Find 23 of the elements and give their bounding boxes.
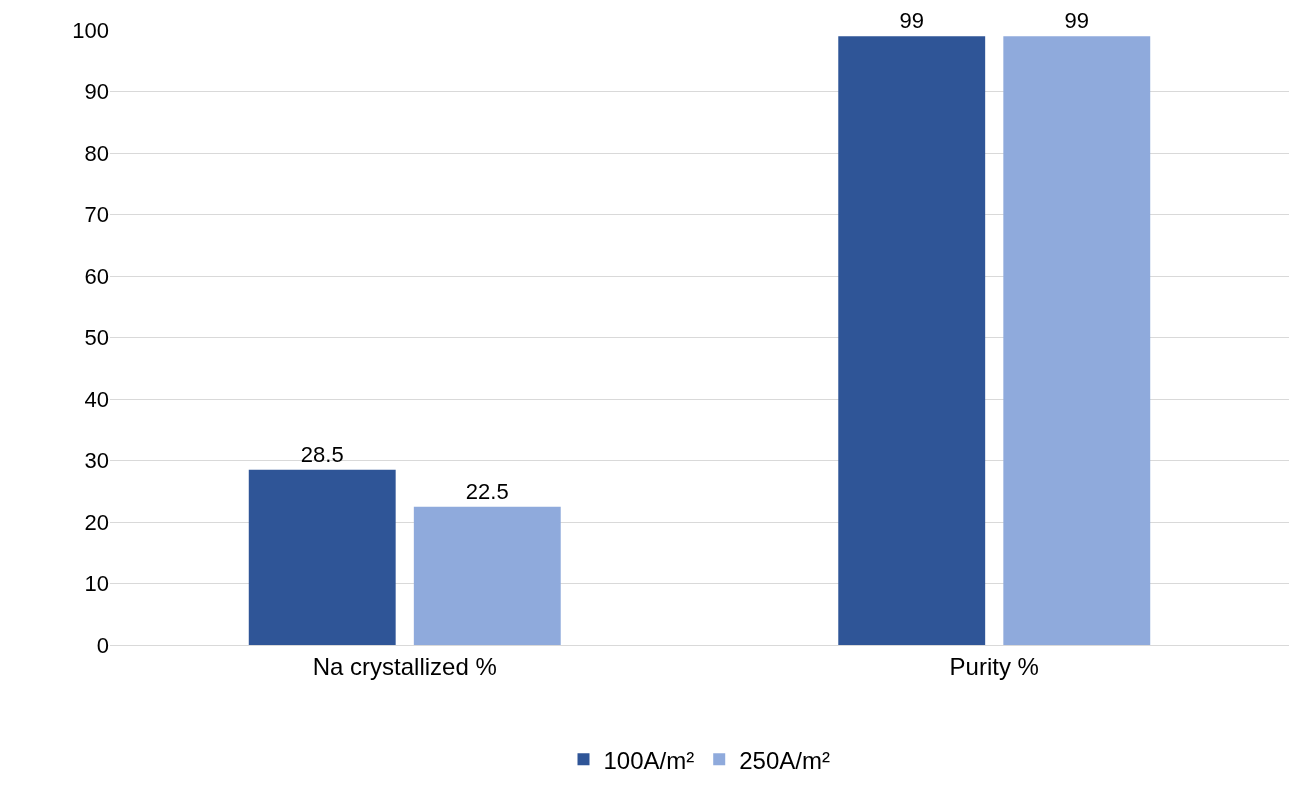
- y-tick-label: 40: [84, 386, 109, 412]
- y-tick-label: 50: [84, 325, 109, 351]
- bar: [413, 506, 561, 645]
- bar: [248, 469, 396, 645]
- y-tick-label: 80: [84, 140, 109, 166]
- bar: [1003, 36, 1151, 645]
- y-tick-label: 20: [84, 509, 109, 535]
- y-tick-label: 90: [84, 79, 109, 105]
- y-tick-label: 70: [84, 202, 109, 228]
- x-tick-label: Purity %: [949, 652, 1039, 680]
- y-tick-label: 10: [84, 571, 109, 597]
- y-tick-label: 30: [84, 448, 109, 474]
- y-tick-label: 100: [72, 17, 109, 43]
- data-label: 99: [1064, 8, 1090, 34]
- data-label: 99: [899, 8, 924, 34]
- bar: [838, 36, 986, 645]
- y-tick-label: 60: [84, 263, 109, 289]
- y-tick-label: 0: [96, 632, 109, 658]
- legend-label: 100A/m²: [603, 746, 695, 774]
- data-label: 28.5: [300, 441, 344, 467]
- x-tick-label: Na crystallized %: [312, 652, 497, 680]
- data-label: 22.5: [465, 478, 509, 504]
- legend-label: 250A/m²: [739, 746, 830, 774]
